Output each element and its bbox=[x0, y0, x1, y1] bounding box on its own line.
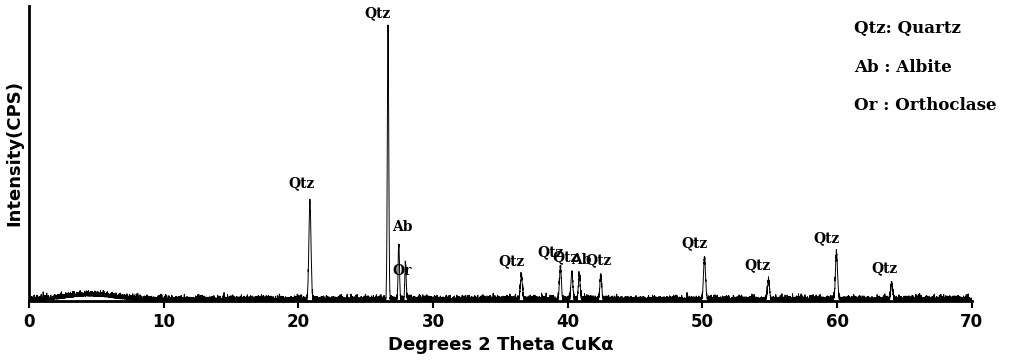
Text: Qtz: Qtz bbox=[744, 258, 771, 273]
X-axis label: Degrees 2 Theta CuKα: Degrees 2 Theta CuKα bbox=[388, 337, 614, 355]
Text: Qtz: Qtz bbox=[498, 254, 525, 268]
Text: Qtz: Qtz bbox=[552, 250, 578, 264]
Text: Qtz: Qtz bbox=[586, 253, 612, 267]
Text: Qtz: Qtz bbox=[681, 237, 708, 251]
Text: Qtz: Quartz: Qtz: Quartz bbox=[854, 20, 961, 37]
Text: Qtz: Qtz bbox=[814, 231, 839, 245]
Text: Or : Orthoclase: Or : Orthoclase bbox=[854, 97, 996, 114]
Text: Ab : Albite: Ab : Albite bbox=[854, 59, 952, 76]
Text: Or: Or bbox=[392, 264, 411, 278]
Text: Qtz: Qtz bbox=[288, 176, 314, 190]
Text: Ab: Ab bbox=[571, 253, 591, 267]
Text: Qtz: Qtz bbox=[871, 261, 897, 275]
Y-axis label: Intensity(CPS): Intensity(CPS) bbox=[5, 80, 23, 226]
Text: Qtz: Qtz bbox=[364, 6, 391, 21]
Text: Ab: Ab bbox=[392, 220, 412, 234]
Text: Qtz: Qtz bbox=[537, 245, 564, 259]
